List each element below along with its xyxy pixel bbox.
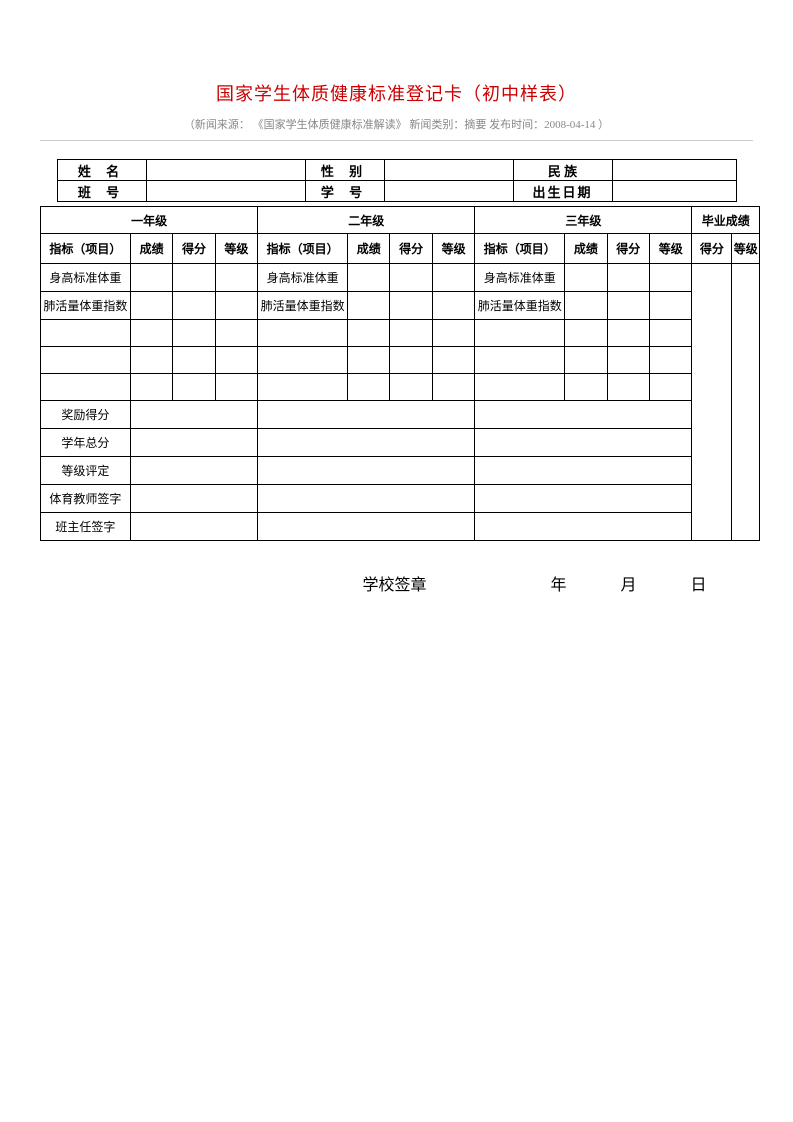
- footer-month: 月: [620, 571, 636, 595]
- row-rating: 等级评定: [41, 457, 131, 485]
- sub-points-3: 得分: [607, 234, 649, 264]
- label-name: 姓 名: [57, 160, 146, 181]
- row-pe-signature: 体育教师签字: [41, 485, 131, 513]
- info-table: 姓 名 性 别 民 族 班 号 学 号 出生日期: [57, 159, 737, 202]
- sub-level-1: 等级: [215, 234, 257, 264]
- row-indicator: 肺活量体重指数: [475, 292, 565, 320]
- value-class: [146, 181, 305, 202]
- row-homeroom-signature: 班主任签字: [41, 513, 131, 541]
- sub-score-2: 成绩: [348, 234, 390, 264]
- value-ethnic: [612, 160, 736, 181]
- value-birth: [612, 181, 736, 202]
- row-indicator: 身高标准体重: [258, 264, 348, 292]
- divider: [40, 140, 753, 141]
- footer-year: 年: [550, 571, 566, 595]
- record-table: 一年级 二年级 三年级 毕业成绩 指标（项目） 成绩 得分 等级 指标（项目） …: [40, 206, 760, 541]
- sub-indicator-2: 指标（项目）: [258, 234, 348, 264]
- row-indicator: 肺活量体重指数: [258, 292, 348, 320]
- value-name: [146, 160, 305, 181]
- sub-score-1: 成绩: [130, 234, 172, 264]
- header-grade1: 一年级: [41, 207, 258, 234]
- sub-level-2: 等级: [432, 234, 474, 264]
- sub-points-2: 得分: [390, 234, 432, 264]
- value-sex: [384, 160, 513, 181]
- sub-score-3: 成绩: [565, 234, 607, 264]
- grad-points-cell: [692, 264, 732, 541]
- row-bonus: 奖励得分: [41, 401, 131, 429]
- label-birth: 出生日期: [513, 181, 612, 202]
- sub-indicator-1: 指标（项目）: [41, 234, 131, 264]
- sub-indicator-3: 指标（项目）: [475, 234, 565, 264]
- footer: 学校签章 年 月 日: [57, 571, 737, 595]
- row-indicator: 身高标准体重: [41, 264, 131, 292]
- page-title: 国家学生体质健康标准登记卡（初中样表）: [40, 80, 753, 106]
- value-stuno: [384, 181, 513, 202]
- row-indicator: 身高标准体重: [475, 264, 565, 292]
- label-class: 班 号: [57, 181, 146, 202]
- row-indicator: 肺活量体重指数: [41, 292, 131, 320]
- label-ethnic: 民 族: [513, 160, 612, 181]
- sub-level-3: 等级: [650, 234, 692, 264]
- header-grade3: 三年级: [475, 207, 692, 234]
- grad-level-cell: [732, 264, 760, 541]
- sub-grad-level: 等级: [732, 234, 760, 264]
- page-subtitle: （新闻来源： 《国家学生体质健康标准解读》 新闻类别：摘要 发布时间：2008-…: [40, 116, 753, 132]
- footer-day: 日: [690, 571, 706, 595]
- header-grade2: 二年级: [258, 207, 475, 234]
- footer-seal: 学校签章: [362, 571, 426, 595]
- sub-points-1: 得分: [173, 234, 215, 264]
- label-sex: 性 别: [305, 160, 384, 181]
- row-total: 学年总分: [41, 429, 131, 457]
- label-stuno: 学 号: [305, 181, 384, 202]
- sub-grad-points: 得分: [692, 234, 732, 264]
- header-graduation: 毕业成绩: [692, 207, 760, 234]
